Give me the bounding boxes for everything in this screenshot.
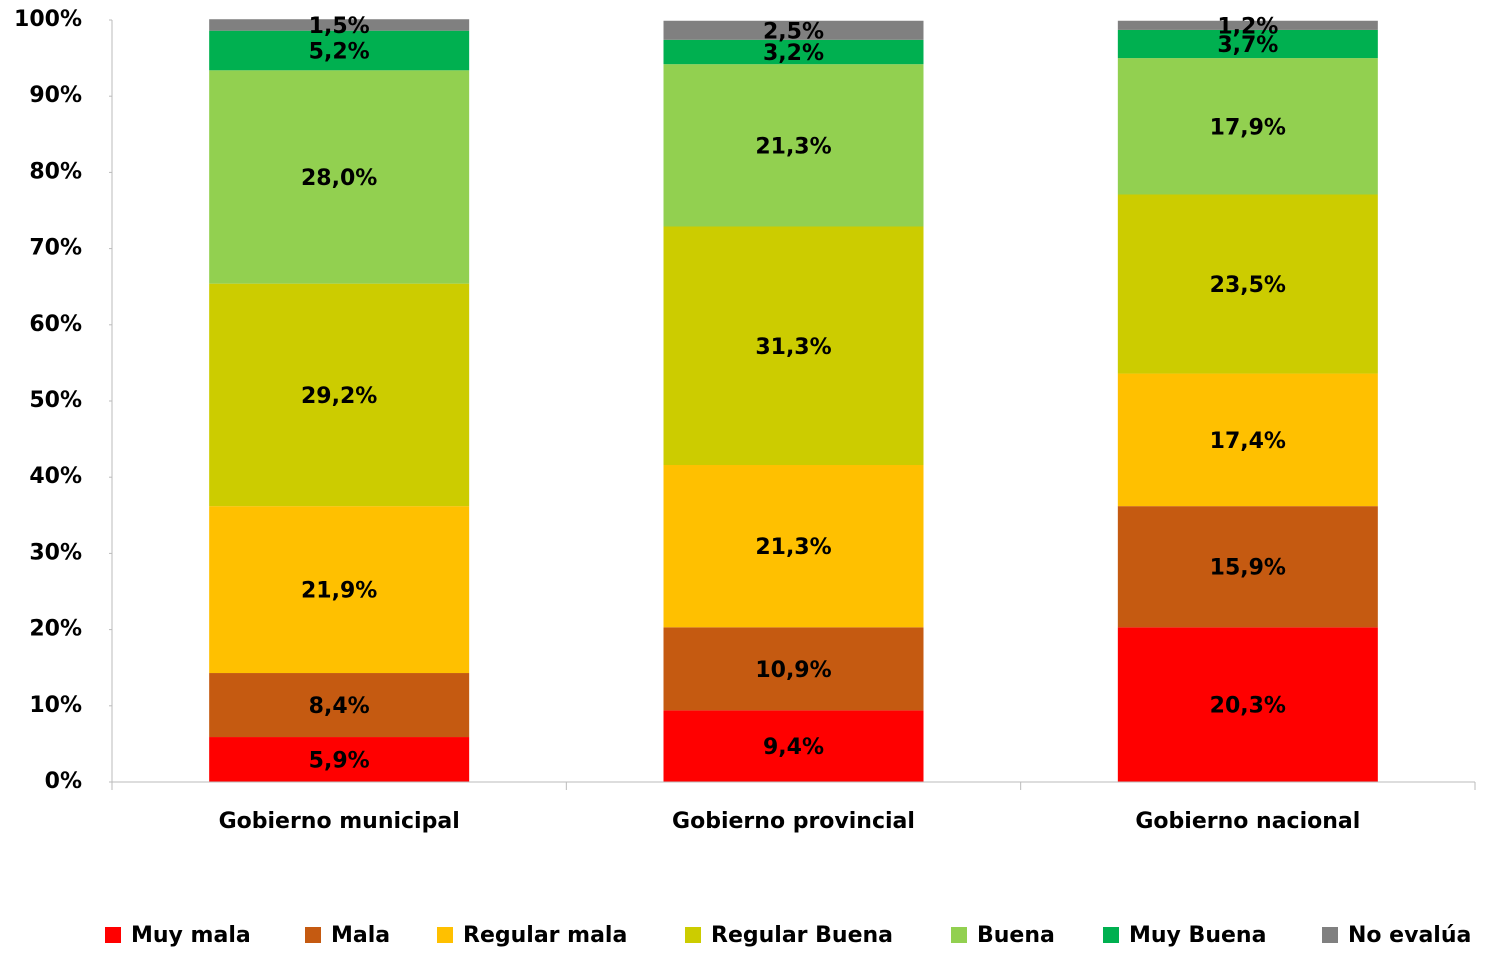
y-tick-label: 20% (29, 617, 82, 642)
bar-segment (1117, 29, 1378, 59)
legend-label: Buena (977, 923, 1055, 948)
data-label: 5,9% (309, 749, 370, 774)
y-tick-label: 10% (29, 693, 82, 718)
data-label: 10,9% (755, 658, 831, 683)
legend-swatch (105, 927, 121, 943)
data-label: 21,3% (755, 535, 831, 560)
data-label: 21,3% (755, 134, 831, 159)
bar-segment (663, 465, 924, 628)
bar-segment (663, 226, 924, 466)
y-tick-label: 0% (45, 769, 82, 794)
data-label: 17,4% (1210, 429, 1286, 454)
bar-segment (1117, 58, 1378, 195)
bar-segment (663, 39, 924, 65)
legend-swatch (951, 927, 967, 943)
bar-segment (209, 283, 470, 507)
bar-segment (1117, 20, 1378, 30)
data-label: 17,9% (1210, 115, 1286, 140)
y-tick-label: 40% (29, 464, 82, 489)
legend-swatch (437, 927, 453, 943)
x-tick-label: Gobierno municipal (219, 809, 460, 834)
data-label: 3,2% (763, 41, 824, 66)
y-tick-label: 80% (29, 159, 82, 184)
data-label: 2,5% (763, 19, 824, 44)
legend-swatch (305, 927, 321, 943)
legend-swatch (685, 927, 701, 943)
y-tick-label: 60% (29, 312, 82, 337)
legend-label: Regular mala (463, 923, 627, 948)
data-label: 20,3% (1210, 694, 1286, 719)
bar-segment (209, 70, 470, 284)
bar-segment (663, 627, 924, 711)
legend-label: Regular Buena (711, 923, 893, 948)
data-label: 5,2% (309, 39, 370, 64)
bar-segment (209, 506, 470, 674)
bar-segment (209, 30, 470, 71)
bar-segment (209, 19, 470, 31)
data-label: 28,0% (301, 166, 377, 191)
bar-segment (209, 673, 470, 738)
bar-segment (1117, 194, 1378, 374)
bar-segment (663, 710, 924, 782)
data-label: 1,5% (309, 14, 370, 39)
legend-label: Muy Buena (1129, 923, 1266, 948)
bar-segment (1117, 627, 1378, 782)
legend-label: Muy mala (131, 923, 251, 948)
bar-segment (1117, 506, 1378, 628)
legend-label: Mala (331, 923, 390, 948)
y-tick-label: 50% (29, 388, 82, 413)
data-label: 21,9% (301, 579, 377, 604)
data-label: 9,4% (763, 735, 824, 760)
data-label: 23,5% (1210, 273, 1286, 298)
y-tick-label: 90% (29, 83, 82, 108)
legend-label: No evalúa (1348, 923, 1471, 948)
y-tick-label: 30% (29, 540, 82, 565)
data-label: 1,2% (1217, 14, 1278, 39)
bar-segment (663, 64, 924, 227)
data-label: 8,4% (309, 694, 370, 719)
data-label: 15,9% (1210, 556, 1286, 581)
x-tick-label: Gobierno provincial (672, 809, 915, 834)
x-tick-label: Gobierno nacional (1135, 809, 1360, 834)
data-label: 29,2% (301, 384, 377, 409)
bar-segment (1117, 373, 1378, 507)
legend-swatch (1103, 927, 1119, 943)
y-tick-label: 70% (29, 236, 82, 261)
legend-swatch (1322, 927, 1338, 943)
data-label: 31,3% (755, 335, 831, 360)
bar-segment (209, 737, 470, 782)
bar-segment (663, 20, 924, 40)
data-label: 3,7% (1217, 33, 1278, 58)
y-tick-label: 100% (14, 7, 82, 32)
